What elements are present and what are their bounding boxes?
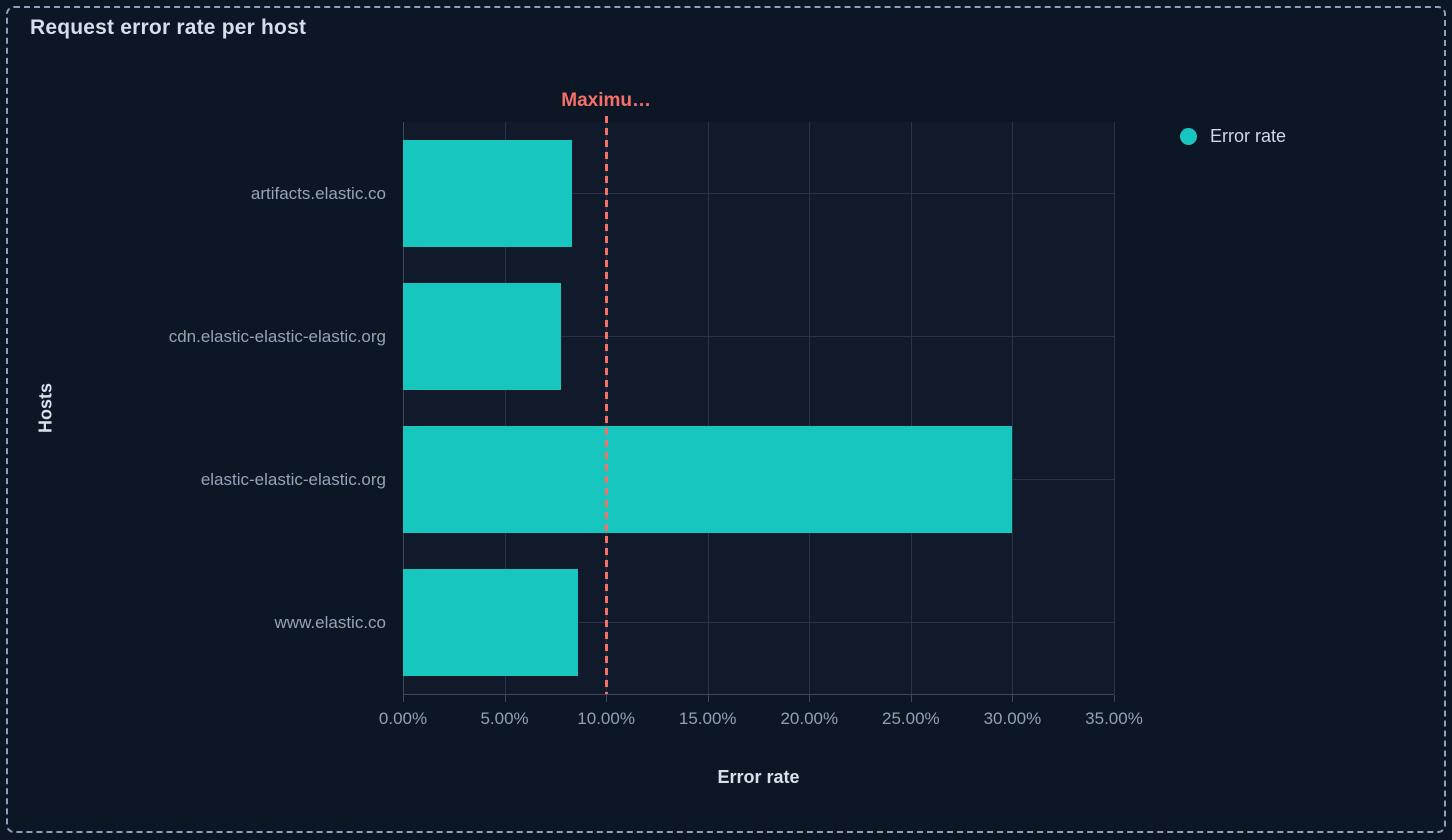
x-gridline (910, 122, 912, 694)
threshold-label-layer: Maximu… (403, 90, 1114, 116)
x-tick-label: 10.00% (577, 709, 635, 728)
x-tick-label: 20.00% (780, 709, 839, 728)
x-axis-title: Error rate (717, 767, 800, 787)
x-tick-label: 0.00% (378, 709, 428, 728)
x-tick-mark (1114, 695, 1115, 702)
y-gridline (403, 622, 1114, 623)
x-gridline (403, 122, 404, 694)
x-tick-label: 25.00% (882, 709, 940, 728)
x-axis-tick-labels: 0.00% 5.00% 10.00% 15.00% 20.00% 25.00% 30.00%… (379, 709, 1143, 733)
x-gridline (707, 122, 709, 694)
y-category-label: elastic-elastic-elastic.org (200, 470, 386, 489)
legend-item-error-rate[interactable]: Error rate (1180, 126, 1286, 147)
x-tick-mark (606, 695, 608, 702)
legend-series-color-dot (1180, 128, 1197, 145)
bar-www.elastic.co[interactable] (403, 569, 578, 676)
y-gridline (403, 336, 1114, 337)
x-tick-mark (910, 695, 912, 702)
x-tick-mark (403, 695, 404, 702)
x-tick-label: 5.00% (480, 709, 529, 728)
panel-title: Request error rate per host (30, 16, 307, 39)
y-gridline (403, 193, 1114, 194)
plot-area[interactable] (403, 116, 1115, 695)
x-gridline (504, 122, 506, 694)
bar-elastic-elastic-elastic.org[interactable] (403, 426, 1013, 533)
legend: Error rate (1180, 126, 1286, 147)
y-category-label: cdn.elastic-elastic-elastic.org (168, 327, 386, 346)
x-tick-mark (707, 695, 709, 702)
x-tick-label: 15.00% (678, 709, 737, 728)
x-tick-label: 30.00% (983, 709, 1042, 728)
y-category-label: www.elastic.co (274, 613, 386, 632)
legend-series-label: Error rate (1210, 126, 1287, 146)
threshold-label: Maximu… (561, 90, 652, 111)
bar-artifacts.elastic.co[interactable] (403, 140, 572, 247)
x-gridline (1114, 122, 1115, 694)
x-gridline (1012, 122, 1014, 694)
y-axis-category-labels: artifacts.elastic.co cdn.elastic-elastic-… (0, 122, 386, 694)
threshold-line (604, 116, 608, 694)
x-tick-mark (809, 695, 811, 702)
y-category-label: artifacts.elastic.co (250, 184, 386, 203)
x-tick-mark (504, 695, 506, 702)
bar-cdn.elastic-elastic-elastic.org[interactable] (403, 283, 562, 390)
x-gridline (809, 122, 811, 694)
x-tick-mark (1012, 695, 1014, 702)
x-axis-tick-marks (403, 695, 1115, 703)
x-tick-label: 35.00% (1085, 709, 1143, 728)
